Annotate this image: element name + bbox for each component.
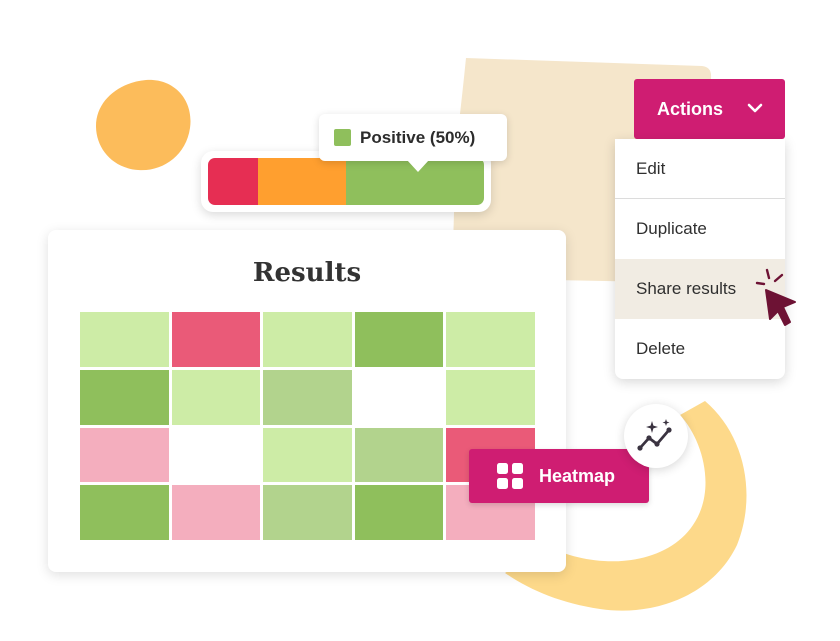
cursor-icon: [755, 268, 796, 326]
grid-icon: [497, 463, 523, 489]
heatmap-cell-r1-c1[interactable]: [80, 312, 169, 367]
chevron-down-icon: [747, 103, 763, 113]
heatmap-cell-r2-c1[interactable]: [80, 369, 169, 425]
heatmap-cell-r3-c3[interactable]: [263, 427, 352, 483]
menu-item-delete[interactable]: Delete: [636, 339, 686, 358]
heatmap-cell-r4-c1[interactable]: [80, 485, 169, 540]
sparkle-trend-icon: [637, 419, 672, 451]
heatmap-cell-r2-c5[interactable]: [446, 369, 535, 425]
actions-menu: Edit Duplicate Share results Delete: [615, 139, 785, 379]
heatmap-button-label: Heatmap: [539, 465, 616, 486]
tooltip-caret: [407, 160, 429, 172]
orange-blob-decoration: [96, 79, 191, 171]
results-card: Results: [48, 230, 566, 572]
heatmap-button[interactable]: Heatmap: [469, 449, 649, 503]
heatmap-cell-r1-c5[interactable]: [446, 312, 535, 367]
results-title: Results: [252, 258, 362, 288]
heatmap-cell-r4-c3[interactable]: [263, 485, 352, 540]
sparkle-trend-button[interactable]: [624, 404, 688, 468]
heatmap-cell-r4-c4[interactable]: [354, 485, 444, 540]
segment-negative[interactable]: [208, 158, 258, 205]
heatmap-cell-r1-c2[interactable]: [171, 312, 261, 367]
positive-swatch: [334, 129, 351, 146]
actions-button-label: Actions: [657, 98, 724, 119]
heatmap-cell-r2-c3[interactable]: [263, 369, 352, 425]
heatmap-cell-r2-c4[interactable]: [354, 369, 444, 425]
heatmap-cell-r2-c2[interactable]: [171, 369, 261, 425]
heatmap-cell-r3-c4[interactable]: [354, 427, 444, 483]
heatmap-cell-r1-c4[interactable]: [354, 312, 444, 367]
menu-item-duplicate[interactable]: Duplicate: [636, 219, 707, 238]
sentiment-track: [208, 158, 484, 205]
actions-button[interactable]: Actions: [634, 79, 785, 139]
heatmap-cell-r4-c2[interactable]: [171, 485, 261, 540]
heatmap-grid: [80, 312, 535, 540]
heatmap-cell-r1-c3[interactable]: [263, 312, 352, 367]
heatmap-cell-r3-c2[interactable]: [171, 427, 261, 483]
menu-item-edit[interactable]: Edit: [615, 139, 785, 199]
segment-neutral[interactable]: [257, 158, 346, 205]
tooltip-label: Positive (50%): [360, 127, 476, 147]
menu-item-share-results[interactable]: Share results: [615, 259, 785, 319]
sentiment-tooltip: Positive (50%): [319, 114, 507, 172]
heatmap-cell-r3-c1[interactable]: [80, 427, 169, 483]
